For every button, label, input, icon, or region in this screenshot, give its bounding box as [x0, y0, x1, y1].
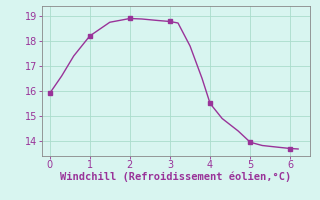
X-axis label: Windchill (Refroidissement éolien,°C): Windchill (Refroidissement éolien,°C) [60, 172, 292, 182]
